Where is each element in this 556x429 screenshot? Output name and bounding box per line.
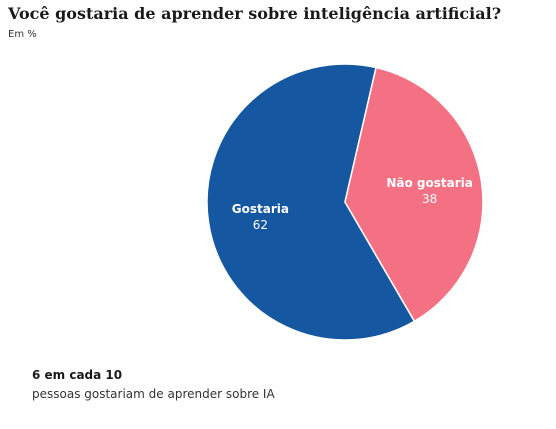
footer-headline: 6 em cada 10 [32,368,123,382]
slice-value: 38 [422,192,437,206]
footer-text: pessoas gostariam de aprender sobre IA [32,387,275,401]
chart-title: Você gostaria de aprender sobre inteligê… [8,4,502,23]
slice-value: 62 [253,218,268,232]
slice-label: Gostaria [232,202,289,216]
slice-label: Não gostaria [386,176,473,190]
chart-subtitle: Em % [8,29,37,40]
pie-slice-n-o-gostaria [344,66,484,323]
pie-slice-gostaria [206,63,416,341]
